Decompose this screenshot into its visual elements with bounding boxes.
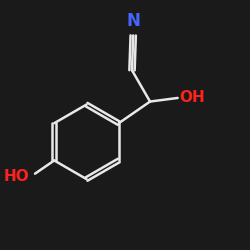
Text: OH: OH bbox=[180, 90, 205, 106]
Text: HO: HO bbox=[3, 168, 29, 184]
Text: N: N bbox=[126, 12, 140, 30]
